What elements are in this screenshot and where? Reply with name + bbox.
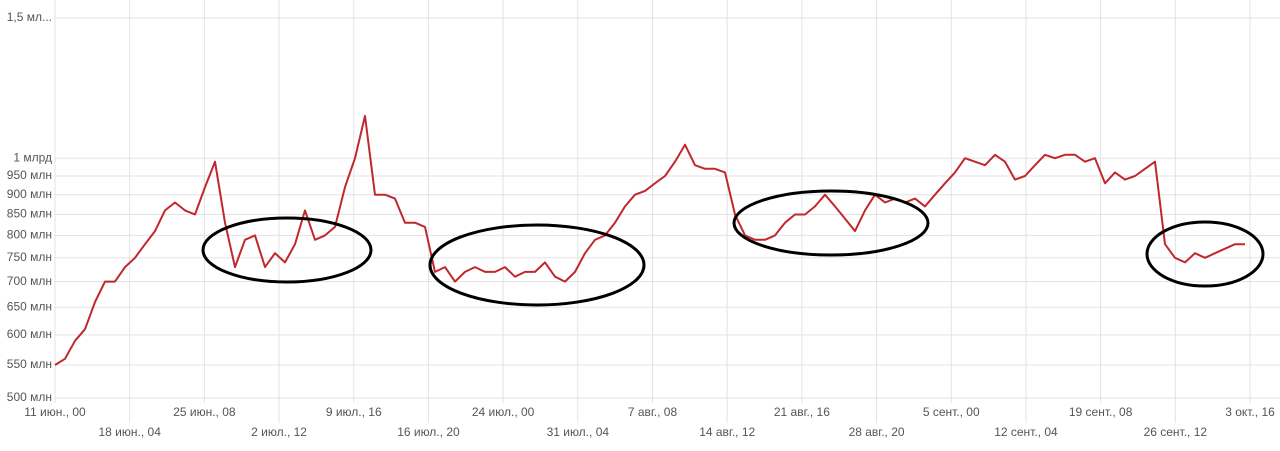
x-tick-label: 28 авг., 20 (849, 425, 905, 439)
y-tick-label: 1 млрд (13, 150, 52, 164)
x-tick-label: 21 авг., 16 (774, 405, 830, 419)
y-tick-label: 750 млн (7, 250, 52, 264)
x-tick-label: 11 июн., 00 (24, 405, 86, 419)
price-line (54, 115, 1245, 366)
highlight-ellipse (732, 189, 930, 257)
y-tick-label: 500 млн (7, 390, 52, 404)
y-tick-label: 900 млн (7, 187, 52, 201)
y-tick-label: 550 млн (7, 357, 52, 371)
y-tick-label: 800 млн (7, 228, 52, 242)
x-tick-label: 26 сент., 12 (1144, 425, 1208, 439)
highlight-ellipse (1145, 220, 1265, 288)
y-tick-label: 1,5 мл... (7, 10, 52, 24)
x-tick-label: 16 июл., 20 (397, 425, 460, 439)
x-tick-label: 9 июл., 16 (326, 405, 382, 419)
grid (54, 0, 1280, 423)
x-tick-label: 14 авг., 12 (699, 425, 755, 439)
y-tick-label: 850 млн (7, 207, 52, 221)
x-tick-label: 31 июл., 04 (547, 425, 610, 439)
x-tick-label: 24 июл., 00 (472, 405, 535, 419)
x-tick-label: 3 окт., 16 (1225, 405, 1275, 419)
y-tick-label: 600 млн (7, 327, 52, 341)
highlight-ellipse (201, 216, 373, 284)
x-tick-label: 25 июн., 08 (173, 405, 236, 419)
x-tick-label: 2 июл., 12 (251, 425, 307, 439)
y-tick-label: 650 млн (7, 299, 52, 313)
x-tick-label: 12 сент., 04 (994, 425, 1058, 439)
x-tick-label: 19 сент., 08 (1069, 405, 1133, 419)
y-tick-label: 950 млн (7, 168, 52, 182)
annotations (201, 189, 1265, 307)
x-tick-label: 18 июн., 04 (99, 425, 162, 439)
x-tick-label: 7 авг., 08 (628, 405, 678, 419)
x-tick-label: 5 сент., 00 (923, 405, 980, 419)
highlight-ellipse (428, 223, 646, 307)
marks (54, 115, 1245, 366)
y-tick-label: 700 млн (7, 274, 52, 288)
